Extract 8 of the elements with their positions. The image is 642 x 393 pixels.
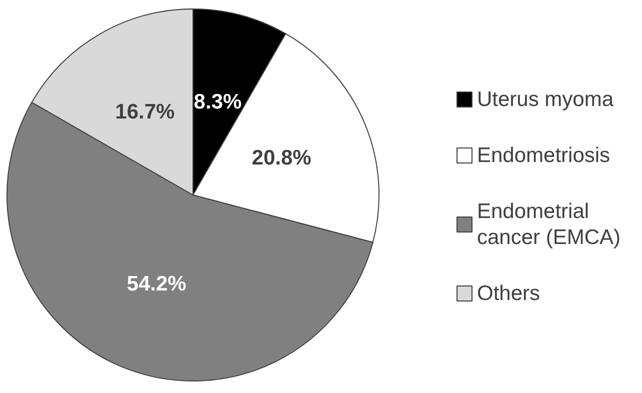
data-label: 16.7% [115, 100, 176, 124]
data-label: 20.8% [252, 146, 312, 170]
data-label: 54.2% [126, 272, 187, 296]
legend-label: Endometrial cancer (EMCA) [477, 200, 621, 249]
data-label: 8.3% [194, 90, 242, 114]
legend-label: Uterus myoma [477, 88, 614, 111]
legend-label: Endometriosis [477, 144, 610, 167]
legend-label: Others [477, 282, 540, 305]
